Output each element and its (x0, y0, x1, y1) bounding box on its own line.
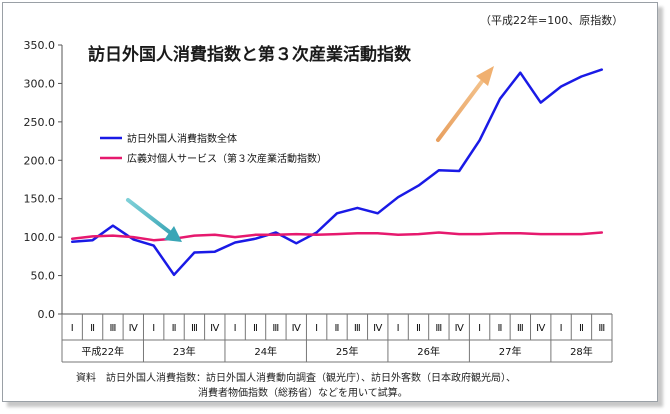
year-label: 25年 (336, 345, 359, 358)
quarter-label: Ⅰ (478, 323, 481, 334)
quarter-label: Ⅱ (253, 323, 258, 334)
year-label: 26年 (417, 345, 440, 358)
quarter-label: Ⅲ (517, 323, 524, 334)
chart-frame (2, 2, 658, 402)
trend-arrow-down-icon (126, 198, 182, 242)
quarter-label: Ⅰ (234, 323, 237, 334)
quarter-label: Ⅳ (292, 323, 302, 334)
quarter-label: Ⅱ (416, 323, 421, 334)
y-tick-label: 100.0 (24, 231, 56, 244)
quarter-label: Ⅰ (397, 323, 400, 334)
quarter-label: Ⅱ (90, 323, 95, 334)
source-note-line1: 資料 訪日外国人消費指数：訪日外国人消費動向調査（観光庁）、訪日外客数（日本政府… (76, 373, 516, 384)
year-label: 28年 (570, 345, 593, 358)
year-label: 27年 (499, 345, 522, 358)
y-tick-label: 300.0 (24, 77, 56, 90)
quarter-label: Ⅰ (315, 323, 318, 334)
quarter-label: Ⅳ (373, 323, 383, 334)
chart-title: 訪日外国人消費指数と第３次産業活動指数 (88, 45, 411, 65)
quarter-label: Ⅱ (335, 323, 340, 334)
y-tick-label: 50.0 (31, 270, 56, 283)
quarter-label: Ⅳ (210, 323, 220, 334)
quarter-label: Ⅰ (152, 323, 155, 334)
source-note-line2: 消費者物価指数（総務省）などを用いて試算。 (198, 388, 408, 399)
quarter-label: Ⅳ (536, 323, 546, 334)
legend-label-1: 訪日外国人消費指数全体 (127, 132, 237, 145)
quarter-label: Ⅲ (354, 323, 361, 334)
quarter-label: Ⅲ (109, 323, 116, 334)
quarter-label: Ⅲ (598, 323, 605, 334)
unit-note: （平成22年=100、原指数） (480, 14, 624, 27)
quarter-label: Ⅲ (191, 323, 198, 334)
quarter-label: Ⅳ (455, 323, 465, 334)
y-tick-label: 200.0 (24, 154, 56, 167)
trend-arrow-up-icon (436, 66, 494, 142)
legend-label-2: 広義対個人サービス（第３次産業活動指数） (127, 152, 327, 165)
quarter-label: Ⅳ (129, 323, 139, 334)
quarter-label: Ⅰ (71, 323, 74, 334)
y-tick-label: 350.0 (24, 39, 56, 52)
quarter-label: Ⅱ (172, 323, 177, 334)
y-tick-label: 0.0 (38, 308, 56, 321)
year-label: 24年 (254, 345, 277, 358)
quarter-label: Ⅰ (560, 323, 563, 334)
y-tick-label: 150.0 (24, 193, 56, 206)
quarter-label: Ⅱ (579, 323, 584, 334)
year-label: 平成22年 (81, 345, 124, 358)
y-tick-label: 250.0 (24, 116, 56, 129)
series-line-2 (70, 231, 604, 242)
quarter-label: Ⅲ (435, 323, 442, 334)
year-label: 23年 (173, 345, 196, 358)
quarter-label: Ⅱ (498, 323, 503, 334)
quarter-label: Ⅲ (272, 323, 279, 334)
series-line-1 (70, 68, 604, 277)
